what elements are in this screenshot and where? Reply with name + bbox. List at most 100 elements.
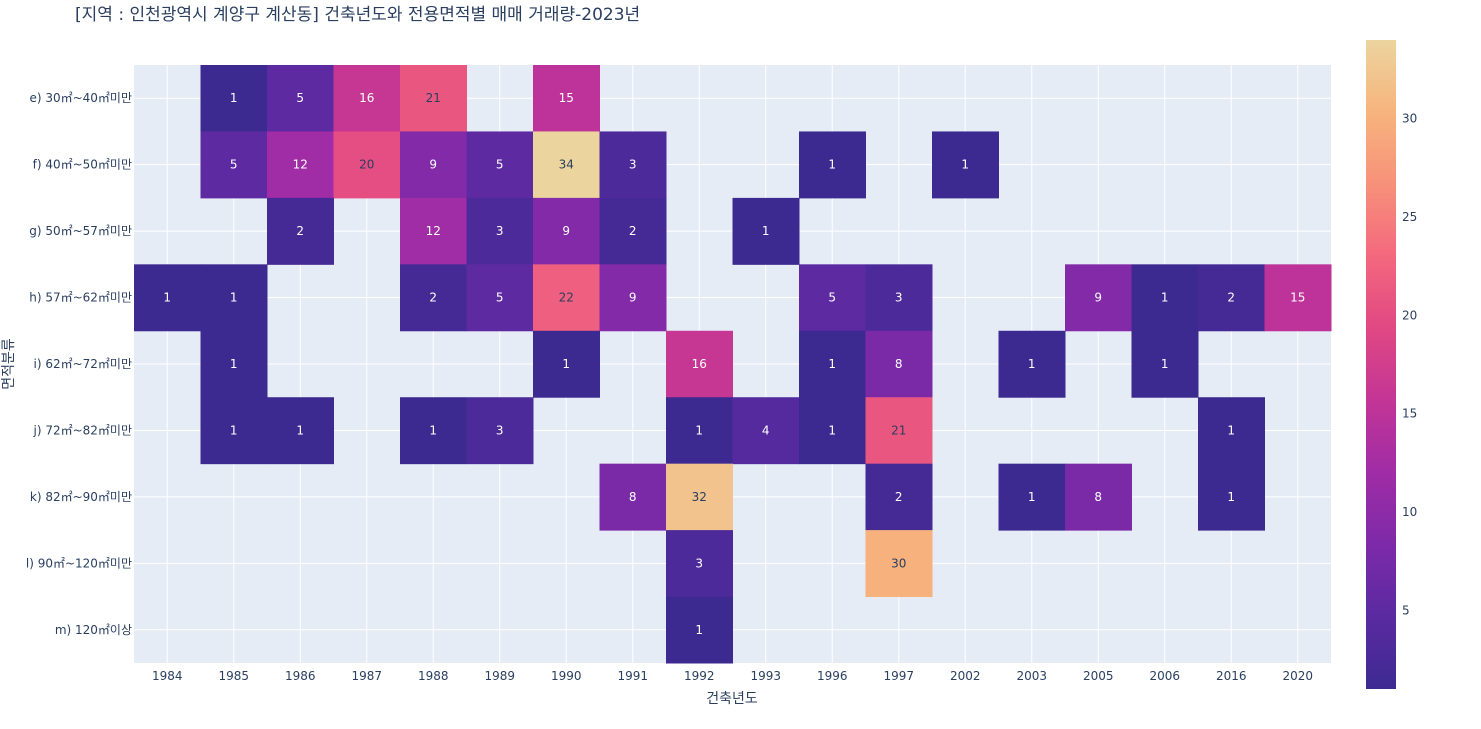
heatmap-cell	[200, 264, 268, 332]
x-tick-label: 1984	[152, 669, 183, 683]
x-tick-label: 2006	[1149, 669, 1180, 683]
x-tick-label: 1985	[218, 669, 249, 683]
heatmap-cell	[998, 463, 1066, 531]
x-tick-label: 1989	[484, 669, 515, 683]
x-axis-title: 건축년도	[706, 691, 758, 707]
x-axis-ticks: 1984 1985 1986 1987 1988 1989 1990 1991 1992 1993…	[152, 669, 1313, 683]
y-tick-label: j) 72㎡~82㎡미만	[32, 423, 132, 437]
heatmap-cell	[533, 330, 600, 398]
heatmap-cell	[533, 131, 600, 199]
cell-value-label: 5	[828, 291, 836, 305]
colorbar-tick-label: 15	[1402, 407, 1417, 421]
cell-value-label: 16	[692, 357, 707, 371]
x-tick-label: 2002	[950, 669, 981, 683]
x-tick-label: 1990	[551, 669, 582, 683]
x-tick-label: 2003	[1016, 669, 1047, 683]
cell-value-label: 16	[359, 91, 374, 105]
cell-value-label: 3	[496, 224, 504, 238]
colorbar: 5 10 15 20 25 30	[1366, 40, 1417, 689]
heatmap-cell	[400, 131, 467, 199]
y-tick-label: l) 90㎡~120㎡미만	[26, 556, 132, 570]
x-tick-label: 1991	[617, 669, 648, 683]
heatmap-cell	[1198, 264, 1265, 332]
cell-value-label: 2	[429, 291, 437, 305]
heatmap-cell	[599, 463, 667, 531]
cell-value-label: 3	[629, 158, 637, 172]
heatmap-cell	[466, 264, 534, 332]
colorbar-ticks: 5 10 15 20 25 30	[1402, 112, 1417, 618]
heatmap-cell	[799, 264, 866, 332]
x-tick-label: 1988	[418, 669, 449, 683]
colorbar-tick-label: 25	[1402, 210, 1417, 224]
heatmap-cell	[932, 131, 999, 199]
cell-value-label: 12	[293, 158, 308, 172]
heatmap-cell	[267, 197, 334, 265]
x-tick-label: 1986	[285, 669, 316, 683]
colorbar-tick-label: 30	[1402, 112, 1417, 126]
cell-value-label: 8	[629, 490, 637, 504]
y-axis-ticks: e) 30㎡~40㎡미만 f) 40㎡~50㎡미만 g) 50㎡~57㎡미만 h) 5…	[26, 91, 132, 637]
heatmap-cell	[267, 65, 334, 132]
y-tick-label: k) 82㎡~90㎡미만	[30, 490, 132, 504]
cell-value-label: 1	[828, 158, 836, 172]
cell-value-label: 1	[163, 291, 171, 305]
heatmap-cell	[599, 264, 667, 332]
cell-value-label: 1	[1161, 357, 1169, 371]
cell-value-label: 20	[359, 158, 374, 172]
cell-value-label: 30	[891, 556, 906, 570]
x-tick-label: 1997	[883, 669, 914, 683]
heatmap-cells: 1 5 16 21 155 12 20 9 5 34 3 1 12 12 3 9 2 11 1 2 5 22 9 5 3 9 1 2 1…	[134, 65, 1332, 664]
cell-value-label: 1	[562, 357, 570, 371]
heatmap-cell	[267, 131, 334, 199]
x-tick-label: 1993	[750, 669, 781, 683]
cell-value-label: 1	[828, 423, 836, 437]
cell-value-label: 32	[692, 490, 707, 504]
x-tick-label: 2020	[1282, 669, 1313, 683]
heatmap-cell	[1065, 463, 1132, 531]
x-tick-label: 1987	[351, 669, 382, 683]
y-tick-label: m) 120㎡이상	[55, 623, 132, 637]
heatmap-cell	[1065, 264, 1132, 332]
heatmap-cell	[1198, 463, 1265, 531]
heatmap-cell	[666, 463, 733, 531]
heatmap-cell	[1198, 397, 1265, 465]
cell-value-label: 1	[961, 158, 969, 172]
cell-value-label: 1	[762, 224, 770, 238]
heatmap-cell	[865, 530, 933, 598]
heatmap-cell	[333, 131, 401, 199]
heatmap-cell	[998, 330, 1066, 398]
cell-value-label: 1	[1227, 423, 1235, 437]
heatmap-cell	[200, 65, 268, 132]
y-tick-label: f) 40㎡~50㎡미만	[33, 158, 132, 172]
cell-value-label: 3	[496, 423, 504, 437]
y-tick-label: i) 62㎡~72㎡미만	[33, 357, 132, 371]
heatmap-cell	[200, 330, 268, 398]
cell-value-label: 1	[1028, 490, 1036, 504]
cell-value-label: 12	[426, 224, 441, 238]
heatmap-cell	[865, 397, 933, 465]
cell-value-label: 2	[895, 490, 903, 504]
heatmap-cell	[666, 530, 733, 598]
heatmap-cell	[466, 197, 534, 265]
cell-value-label: 8	[1094, 490, 1102, 504]
heatmap-cell	[466, 397, 534, 465]
cell-value-label: 9	[1094, 291, 1102, 305]
heatmap-cell	[599, 131, 667, 199]
cell-value-label: 4	[762, 423, 770, 437]
heatmap-cell	[1131, 264, 1199, 332]
cell-value-label: 9	[629, 291, 637, 305]
heatmap-cell	[865, 463, 933, 531]
heatmap-cell	[732, 197, 800, 265]
cell-value-label: 15	[1290, 291, 1305, 305]
cell-value-label: 5	[496, 291, 504, 305]
cell-value-label: 9	[562, 224, 570, 238]
heatmap-cell	[799, 330, 866, 398]
cell-value-label: 1	[828, 357, 836, 371]
x-tick-label: 1992	[684, 669, 715, 683]
heatmap-cell	[267, 397, 334, 465]
heatmap-cell	[466, 131, 534, 199]
cell-value-label: 1	[230, 423, 238, 437]
heatmap-cell	[732, 397, 800, 465]
heatmap-cell	[1264, 264, 1332, 332]
cell-value-label: 1	[230, 357, 238, 371]
